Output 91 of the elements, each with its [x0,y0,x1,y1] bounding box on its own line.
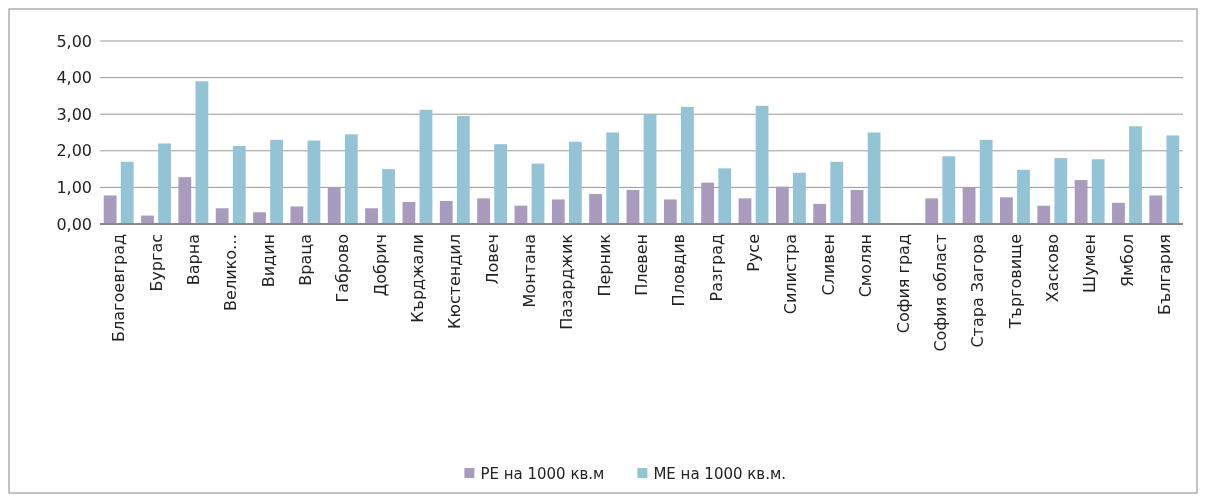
bar [1000,197,1013,224]
x-tick-label: София област [930,234,950,352]
y-tick-label: 4,00 [56,68,92,88]
bar [925,198,939,224]
y-tick-label: 2,00 [56,141,92,161]
x-tick-label: България [1154,234,1174,315]
bar [606,132,620,224]
bar [307,140,321,224]
bar [1017,169,1030,224]
y-tick-label: 1,00 [56,178,92,197]
bar [290,206,304,224]
bar [1091,159,1105,224]
x-tick-label: Видин [258,234,278,288]
x-tick-label: Разград [706,234,726,302]
x-tick-label: Плевен [632,234,652,296]
bar [494,144,508,224]
bar [456,116,470,224]
bar [232,146,246,224]
bar [1054,158,1068,224]
bar [327,187,341,224]
bar [1112,202,1125,224]
legend-label: РЕ на 1000 кв.м [480,465,605,484]
bar [419,109,433,224]
x-tick-label: Ямбол [1117,234,1137,288]
y-tick-label: 0,00 [56,214,92,234]
bar [626,189,640,224]
x-tick-label: Велико… [221,234,241,311]
bar [178,177,192,224]
x-tick-label: Благоевград [109,234,129,342]
bar [120,161,134,224]
bar [755,105,769,224]
bar [793,172,806,224]
x-tick-label: Силистра [781,234,801,315]
bar [680,106,694,224]
x-tick-label: Шумен [1080,234,1100,293]
x-tick-label: Бургас [146,234,166,292]
bar [103,195,117,224]
bar [1037,205,1051,224]
x-tick-label: Варна [183,234,203,286]
x-tick-label: Добрич [370,234,390,297]
bar [979,139,993,224]
bar [439,200,453,224]
bar [850,189,864,224]
bar [718,168,732,224]
x-tick-label: Търговище [1005,234,1025,330]
bar [344,134,358,224]
bar [215,208,229,224]
x-tick-label: Стара Загора [968,234,988,348]
legend-label: МЕ на 1000 кв.м. [653,465,787,484]
bar [382,169,396,224]
bar [962,187,976,224]
bar [568,141,582,224]
bar [775,186,789,224]
bar [663,199,677,224]
bar [589,193,603,224]
x-tick-label: Пазарджик [557,233,577,330]
y-tick-label: 3,00 [56,104,92,124]
bar [551,199,565,224]
bar [531,163,545,224]
bar [1149,195,1163,224]
bar [1166,135,1180,224]
bar [813,203,827,224]
bar [195,81,209,224]
x-tick-label: Смолян [856,234,876,298]
bar [253,212,266,224]
x-tick-label: Сливен [818,234,838,296]
bar [830,161,844,224]
bar [270,139,283,224]
bar [701,182,715,224]
bar [402,202,416,224]
y-tick-label: 5,00 [56,31,92,51]
x-tick-label: Пловдив [669,234,689,307]
x-tick-label: Габрово [333,234,353,303]
bar [643,114,657,224]
x-tick-label: Хасково [1042,234,1062,303]
x-tick-label: Монтана [520,234,540,308]
x-tick-label: Кюстендил [445,234,465,329]
bar [942,156,956,224]
bar [1129,126,1142,224]
bar [738,198,752,224]
x-tick-label: Перник [594,233,614,297]
bar [365,208,378,224]
bar [867,132,881,224]
bar [1074,180,1088,224]
x-tick-label: Враца [296,234,315,286]
x-tick-label: Ловеч [482,234,502,285]
x-tick-label: Русе [744,234,764,272]
bar [477,198,490,224]
x-tick-label: Кърджали [408,234,428,323]
x-tick-label: София град [893,234,913,334]
bar [158,143,171,224]
